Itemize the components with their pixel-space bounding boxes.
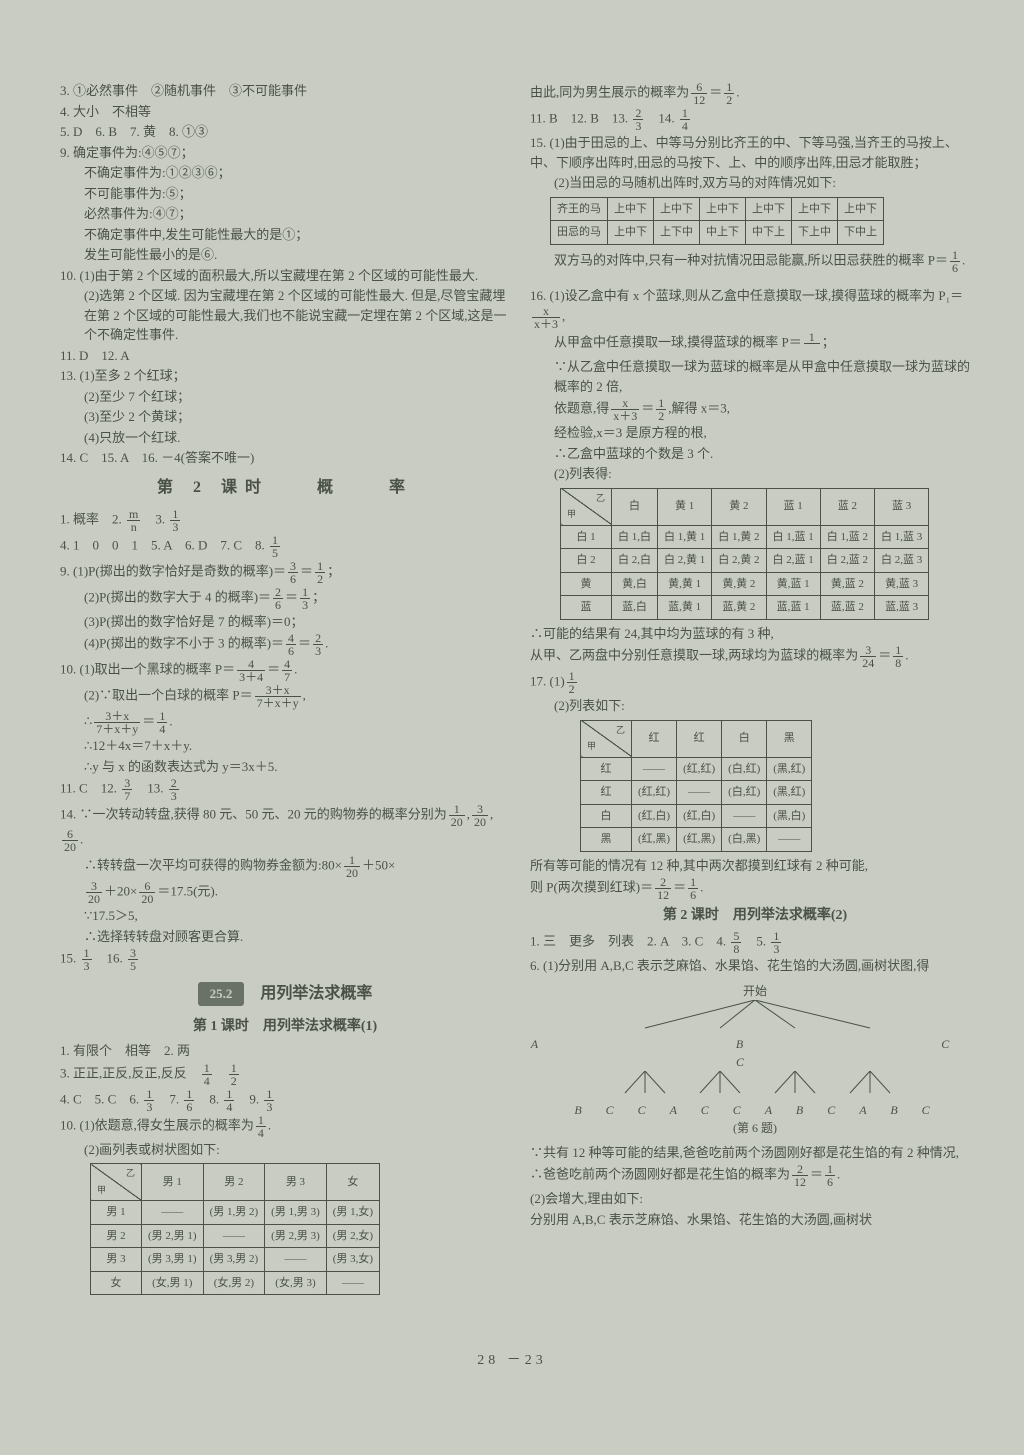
text: 16. (1)设乙盒中有 x 个蓝球,则从乙盒中任意摸取一球,摸得蓝球的概率为 … [530, 286, 980, 331]
text: 5. D 6. B 7. 黄 8. ①③ [60, 122, 510, 142]
text: ∴转转盘一次平均可获得的购物券金额为:80×120＋50× [60, 854, 510, 879]
text: ∵17.5＞5, [60, 906, 510, 926]
text: ∴12＋4x＝7＋x＋y. [60, 736, 510, 756]
text: 必然事件为:④⑦； [60, 204, 510, 224]
text: 6. (1)分别用 A,B,C 表示芝麻馅、水果馅、花生馅的大汤圆,画树状图,得 [530, 956, 980, 976]
text: (4)只放一个红球. [60, 428, 510, 448]
text: 不可能事件为:⑤； [60, 184, 510, 204]
text: (2)至少 7 个红球； [60, 387, 510, 407]
text: (2)画列表或树状图如下: [60, 1140, 510, 1160]
text: 3. ①必然事件 ②随机事件 ③不可能事件 [60, 81, 510, 101]
text: (2)选第 2 个区域. 因为宝藏埋在第 2 个区域的可能性最大. 但是,尽管宝… [60, 286, 510, 345]
text: 10. (1)依题意,得女生展示的概率为14. [60, 1114, 510, 1139]
text: 11. B 12. B 13. 23 14. 14 [530, 107, 980, 132]
text: (2)∵取出一个白球的概率 P＝3＋x7＋x＋y, [60, 684, 510, 709]
text: 不确定事件中,发生可能性最大的是①； [60, 225, 510, 245]
text: (3)P(掷出的数字恰好是 7 的概率)＝0； [60, 612, 510, 632]
text: 发生可能性最小的是⑥. [60, 245, 510, 265]
text: 则 P(两次摸到红球)＝212＝16. [530, 876, 980, 901]
text: ∵从乙盒中任意摸取一球为蓝球的概率是从甲盒中任意摸取一球为蓝球的概率的 2 倍, [530, 357, 980, 396]
text: 从甲盒中任意摸取一球,摸得蓝球的概率 P＝1 ； [530, 331, 980, 356]
text: ∴3＋x7＋x＋y＝14. [60, 710, 510, 735]
text: ∴爸爸吃前两个汤圆刚好都是花生馅的概率为212＝16. [530, 1163, 980, 1188]
text: (4)P(掷出的数字不小于 3 的概率)＝46＝23. [60, 632, 510, 657]
text: (2)列表得: [530, 464, 980, 484]
table-3: 乙甲白黄 1黄 2蓝 1蓝 2蓝 3白 1白 1,白白 1,黄 1白 1,黄 2… [560, 488, 929, 620]
text: 11. D 12. A [60, 346, 510, 366]
right-column: 由此,同为男生展示的概率为612＝12. 11. B 12. B 13. 23 … [530, 80, 980, 1299]
text: 15. (1)由于田忌的上、中等马分别比齐王的中、下等马强,当齐王的马按上、中、… [530, 133, 980, 172]
text: (3)至少 2 个黄球； [60, 407, 510, 427]
text: 3. 正正,正反,反正,反反 14 12 [60, 1062, 510, 1087]
text: 9. 确定事件为:④⑤⑦； [60, 143, 510, 163]
text: (2)P(掷出的数字大于 4 的概率)＝26＝13； [60, 586, 510, 611]
text: (2)列表如下: [530, 696, 980, 716]
text: 4. 大小 不相等 [60, 102, 510, 122]
text: 13. (1)至多 2 个红球； [60, 366, 510, 386]
text: 14. C 15. A 16. －4(答案不唯一) [60, 448, 510, 468]
text: 17. (1)12 [530, 670, 980, 695]
text: ∴乙盒中蓝球的个数是 3 个. [530, 444, 980, 464]
table-2: 齐王的马上中下上中下上中下上中下上中下上中下田忌的马上中下上下中中上下中下上下上… [550, 197, 884, 245]
text: 1. 概率 2. mn 3. 13 [60, 508, 510, 533]
text: (2)会增大,理由如下: [530, 1189, 980, 1209]
text: 4. 1 0 0 1 5. A 6. D 7. C 8. 15 [60, 534, 510, 559]
text: 320＋20×620＝17.5(元). [60, 880, 510, 905]
table-4: 乙甲红红白黑红——(红,红)(白,红)(黑,红)红(红,红)——(白,红)(黑,… [580, 720, 812, 852]
text: 15. 13 16. 35 [60, 947, 510, 972]
text: 10. (1)由于第 2 个区域的面积最大,所以宝藏埋在第 2 个区域的可能性最… [60, 266, 510, 286]
tree-diagram: 开始 A B C C B C C A C C A B C A B C (第 6 … [530, 982, 980, 1137]
text: 分别用 A,B,C 表示芝麻馅、水果馅、花生馅的大汤圆,画树状 [530, 1210, 980, 1230]
text: 从甲、乙两盘中分别任意摸取一球,两球均为蓝球的概率为324＝18. [530, 644, 980, 669]
text: 所有等可能的情况有 12 种,其中两次都摸到红球有 2 种可能, [530, 856, 980, 876]
section-header: 25.2 用列举法求概率 [60, 982, 510, 1006]
text: 1. 有限个 相等 2. 两 [60, 1041, 510, 1061]
text: 14. ∵一次转动转盘,获得 80 元、50 元、20 元的购物券的概率分别为1… [60, 803, 510, 853]
text: 1. 三 更多 列表 2. A 3. C 4. 58 5. 13 [530, 930, 980, 955]
text: 11. C 12. 37 13. 23 [60, 777, 510, 802]
text: 双方马的对阵中,只有一种对抗情况田忌能赢,所以田忌获胜的概率 P＝16. [530, 249, 980, 274]
text: 经检验,x＝3 是原方程的根, [530, 423, 980, 443]
text: 10. (1)取出一个黑球的概率 P＝43＋4＝47. [60, 658, 510, 683]
text: ∴y 与 x 的函数表达式为 y＝3x＋5. [60, 757, 510, 777]
table-1: 乙甲男 1男 2男 3女男 1——(男 1,男 2)(男 1,男 3)(男 1,… [90, 1163, 380, 1295]
tree-branches-icon [595, 1000, 915, 1030]
subtitle: 第 2 课时 用列举法求概率(2) [530, 905, 980, 926]
text: (2)当田忌的马随机出阵时,双方马的对阵情况如下: [530, 173, 980, 193]
text: 9. (1)P(掷出的数字恰好是奇数的概率)＝36＝12； [60, 560, 510, 585]
text: 4. C 5. C 6. 13 7. 16 8. 14 9. 13 [60, 1088, 510, 1113]
text: 不确定事件为:①②③⑥； [60, 163, 510, 183]
subtitle: 第 1 课时 用列举法求概率(1) [60, 1016, 510, 1037]
page-number: 28 －23 [0, 1349, 1024, 1369]
text: ∴选择转转盘对顾客更合算. [60, 927, 510, 947]
text: ∵共有 12 种等可能的结果,爸爸吃前两个汤圆刚好都是花生馅的有 2 种情况, [530, 1143, 980, 1163]
section-title: 第 2 课时 概 率 [60, 476, 510, 500]
text: 由此,同为男生展示的概率为612＝12. [530, 81, 980, 106]
text: 依题意,得xx＋3＝12,解得 x＝3, [530, 397, 980, 422]
left-column: 3. ①必然事件 ②随机事件 ③不可能事件 4. 大小 不相等 5. D 6. … [60, 80, 510, 1299]
text: ∴可能的结果有 24,其中均为蓝球的有 3 种, [530, 624, 980, 644]
tree-branches-icon [595, 1071, 915, 1096]
